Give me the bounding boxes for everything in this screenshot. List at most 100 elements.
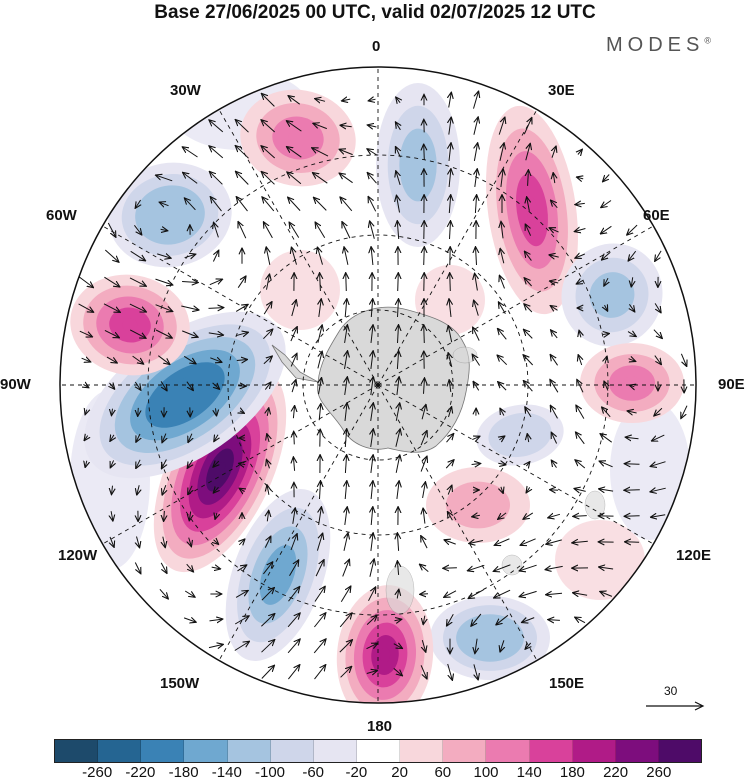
wind-arrow: [261, 146, 276, 159]
wind-arrow: [340, 586, 350, 602]
wind-arrow: [367, 149, 378, 156]
wind-arrow: [181, 306, 198, 310]
wind-arrow: [261, 588, 274, 601]
colorbar-labels: -260 -220 -180 -140 -100 -60 -20 20 60 100 140 180 2…: [0, 764, 750, 782]
wind-arrow: [448, 326, 451, 343]
wind-arrow: [135, 199, 140, 208]
wind-arrow: [316, 533, 322, 551]
wind-arrow: [497, 355, 508, 366]
wind-arrow: [397, 351, 398, 370]
wind-arrow: [471, 464, 481, 465]
wind-arrow: [626, 437, 639, 439]
colorbar-tick-label: -220: [125, 764, 156, 781]
wind-arrow: [473, 382, 478, 391]
wind-arrow: [475, 169, 477, 187]
wind-arrow: [551, 306, 558, 311]
wind-arrow: [474, 143, 477, 161]
wind-arrow: [239, 488, 244, 491]
wind-arrow: [500, 409, 504, 416]
wind-arrow: [578, 355, 581, 366]
wind-arrow: [420, 564, 429, 572]
wind-arrow: [344, 533, 348, 551]
wind-arrow: [627, 332, 636, 337]
wind-arrow: [262, 94, 275, 107]
wind-arrow: [288, 197, 301, 211]
longitude-label: 30E: [548, 82, 575, 99]
wind-arrow: [320, 481, 321, 500]
reference-vector: 30: [644, 684, 710, 714]
wind-arrow: [548, 620, 560, 621]
wind-arrow: [236, 120, 249, 133]
wind-arrow: [599, 461, 613, 468]
wind-arrow: [210, 172, 223, 185]
wind-arrow: [475, 638, 477, 654]
wind-arrow: [449, 407, 452, 418]
wind-arrow: [137, 485, 139, 494]
wind-arrow: [572, 541, 588, 543]
wind-arrow: [290, 534, 297, 551]
wind-arrow: [110, 383, 115, 389]
anomaly-center-negative: [561, 243, 663, 347]
colorbar-tick-label: -100: [254, 764, 286, 781]
wind-arrow: [600, 434, 612, 443]
colorbar-swatch: [184, 740, 228, 762]
wind-arrow: [371, 481, 373, 500]
wind-arrow: [396, 147, 401, 158]
wind-arrow: [424, 247, 425, 266]
wind-arrow: [423, 482, 426, 498]
wind-arrow: [183, 173, 198, 184]
wind-arrow: [320, 273, 321, 292]
wind-arrow: [235, 305, 248, 312]
wind-arrow: [396, 171, 400, 186]
wind-arrow: [446, 434, 454, 443]
wind-arrow: [208, 308, 224, 309]
wind-arrow: [398, 299, 399, 318]
wind-arrow: [104, 249, 118, 262]
wind-arrow: [345, 325, 348, 343]
wind-arrow: [393, 644, 402, 649]
colorbar-tick-label: -180: [168, 764, 199, 781]
wind-arrow: [236, 146, 249, 159]
landmass: [452, 346, 478, 364]
colorbar-tick-label: 60: [434, 764, 452, 781]
wind-arrow: [157, 254, 171, 258]
wind-arrow: [371, 351, 373, 369]
wind-arrow: [293, 406, 294, 419]
wind-arrow: [318, 247, 323, 265]
wind-arrow: [397, 561, 398, 575]
wind-arrow: [263, 329, 272, 340]
wind-arrow: [319, 404, 321, 421]
wind-arrow: [184, 254, 196, 257]
wind-arrow: [160, 202, 169, 205]
wind-arrow: [368, 587, 376, 602]
wind-arrow: [267, 511, 268, 522]
wind-arrow: [292, 380, 296, 393]
wind-arrow: [261, 120, 276, 133]
wind-arrow: [397, 590, 399, 599]
wind-arrow: [681, 405, 688, 419]
wind-arrow: [627, 224, 638, 235]
wind-arrow: [160, 229, 168, 230]
wind-arrow: [494, 589, 511, 598]
colorbar-swatch: [572, 740, 616, 762]
wind-arrow: [526, 487, 529, 492]
wind-arrow: [520, 538, 536, 545]
wind-arrow: [346, 273, 347, 292]
wind-arrow: [625, 464, 640, 465]
wind-arrow: [240, 411, 244, 413]
colorbar-swatch: [141, 740, 185, 762]
wind-arrow: [469, 541, 484, 544]
wind-arrow: [340, 667, 352, 678]
longitude-label: 120W: [58, 547, 98, 564]
wind-arrow: [266, 247, 270, 265]
wind-arrow: [214, 223, 219, 238]
wind-arrow: [393, 668, 402, 675]
wind-arrow: [340, 197, 353, 212]
wind-arrow: [575, 617, 586, 624]
wind-arrow: [132, 355, 144, 364]
wind-arrow: [498, 117, 505, 135]
wind-arrow: [188, 485, 192, 494]
wind-arrow: [474, 117, 478, 135]
anomaly-center-positive: [580, 343, 684, 423]
wind-arrow: [551, 406, 558, 419]
